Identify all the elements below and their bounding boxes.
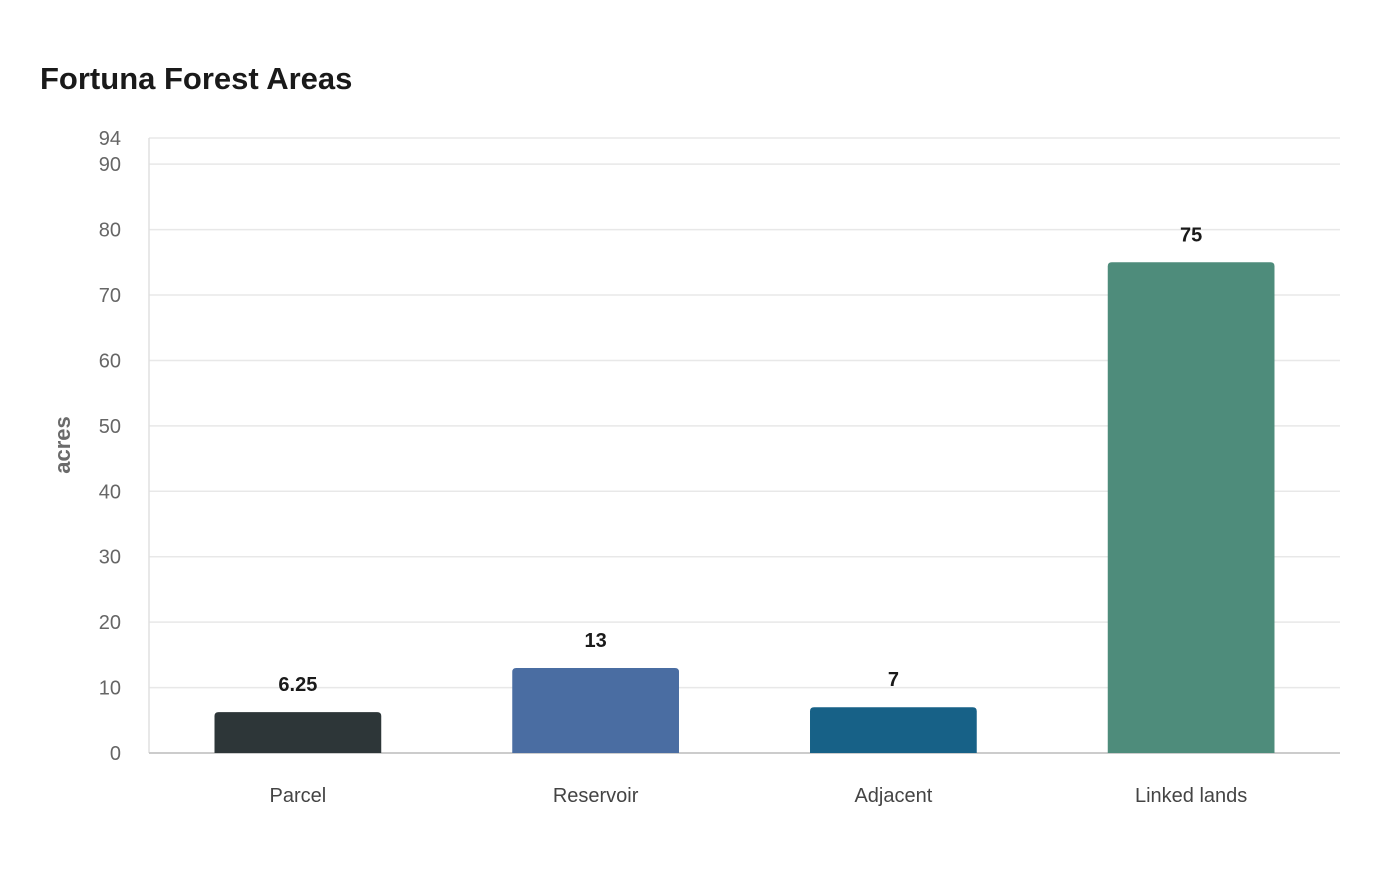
y-tick-label: 80 bbox=[99, 220, 121, 242]
y-tick-label: 10 bbox=[99, 678, 121, 700]
y-tick-label: 70 bbox=[99, 285, 121, 307]
y-tick-label: 94 bbox=[99, 128, 121, 150]
y-tick-label: 40 bbox=[99, 481, 121, 503]
y-tick-label: 0 bbox=[110, 743, 121, 765]
y-axis: 0 10 20 30 40 50 60 70 80 90 94 bbox=[99, 128, 1340, 765]
bars bbox=[214, 262, 1275, 753]
x-tick-label: Reservoir bbox=[553, 785, 639, 807]
y-tick-label: 90 bbox=[99, 154, 121, 176]
y-tick-label: 60 bbox=[99, 350, 121, 372]
data-label: 13 bbox=[585, 630, 607, 652]
y-tick-label: 50 bbox=[99, 416, 121, 438]
x-tick-label: Linked lands bbox=[1135, 785, 1247, 807]
y-tick-label: 30 bbox=[99, 547, 121, 569]
x-tick-label: Parcel bbox=[270, 785, 327, 807]
bar bbox=[512, 667, 679, 753]
bar bbox=[810, 707, 977, 753]
data-label: 7 bbox=[888, 669, 899, 691]
bar bbox=[1107, 262, 1275, 753]
data-label: 75 bbox=[1180, 224, 1202, 246]
category-labels: Parcel Reservoir Adjacent Linked lands bbox=[270, 785, 1248, 807]
data-labels: 6.25 13 7 75 bbox=[278, 224, 1202, 696]
y-tick-label: 20 bbox=[99, 612, 121, 634]
bar bbox=[214, 712, 382, 753]
data-label: 6.25 bbox=[278, 674, 317, 696]
x-tick-label: Adjacent bbox=[854, 785, 932, 807]
y-axis-title: acres bbox=[50, 416, 75, 474]
chart-title: Fortuna Forest Areas bbox=[40, 61, 353, 96]
